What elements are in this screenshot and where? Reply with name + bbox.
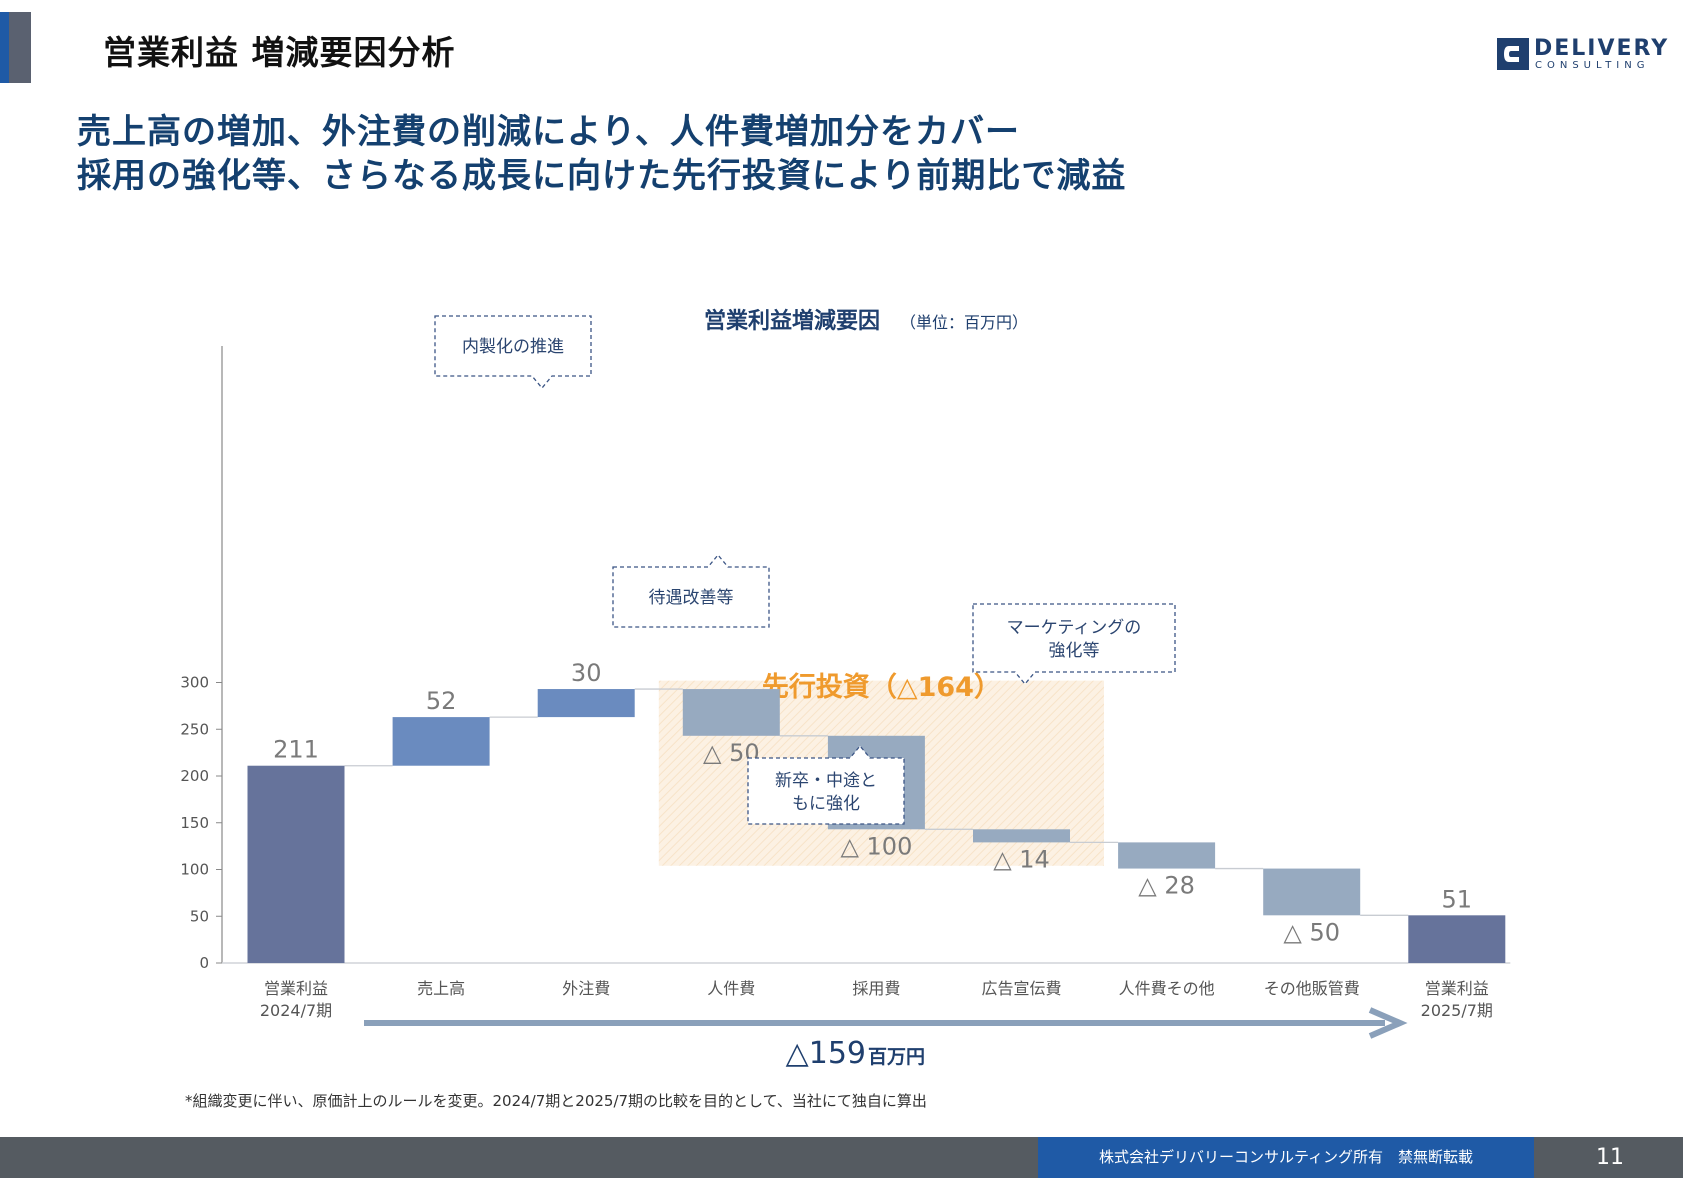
waterfall-chart: 先行投資（△164） 0 50 100 150 200 250 300 211 52 30 △ 5… (180, 308, 1511, 1071)
logo-subwordmark: CONSULTING (1535, 60, 1650, 71)
bar-value-label: △ 14 (993, 845, 1050, 873)
summary-arrow-head-icon (1368, 1007, 1408, 1039)
slide-title: 営業利益 増減要因分析 (103, 33, 456, 72)
summary-value: △159 (786, 1036, 866, 1071)
callout-text: 新卒・中途と (775, 771, 877, 791)
y-tick-label: 200 (180, 767, 209, 785)
footnote: *組織変更に伴い、原価計上のルールを変更。2024/7期と2025/7期の比較を… (185, 1092, 927, 1110)
callout-text: マーケティングの (1007, 618, 1142, 638)
headline: 売上高の増加、外注費の削減により、人件費増加分をカバー 採用の強化等、さらなる成… (77, 110, 1126, 198)
category-label: 2025/7期 (1421, 1001, 1493, 1020)
callout-box (972, 603, 1176, 686)
category-label: 2024/7期 (260, 1001, 332, 1020)
bar-total (1408, 915, 1506, 963)
category-label: その他販管費 (1264, 979, 1360, 998)
bar-value-label: 52 (426, 687, 457, 715)
category-label: 採用費 (852, 979, 900, 998)
bar-value-label: 51 (1442, 885, 1473, 913)
callout-text: もに強化 (792, 794, 860, 814)
bar-value-label: 30 (571, 659, 602, 687)
y-tick-label: 250 (180, 720, 209, 738)
callout-text: 強化等 (1049, 641, 1100, 661)
bar-total (247, 765, 345, 963)
callout-text: 内製化の推進 (462, 337, 564, 357)
bar-value-label: △ 50 (1283, 918, 1340, 946)
category-label: 人件費 (707, 979, 755, 998)
bar-decrease (1263, 868, 1361, 916)
bar-value-label: △ 100 (840, 832, 912, 860)
category-label: 広告宣伝費 (981, 979, 1061, 998)
y-tick-label: 0 (199, 954, 209, 972)
callout-box (612, 553, 770, 628)
category-label: 外注費 (562, 979, 610, 998)
bar-increase (537, 689, 635, 718)
summary-unit: 百万円 (868, 1046, 925, 1068)
callout-text: 待遇改善等 (649, 588, 734, 608)
logo-mark-icon (1497, 38, 1529, 70)
y-tick-label: 300 (180, 674, 209, 692)
callout-box (434, 315, 592, 390)
bar-decrease (682, 689, 780, 736)
copyright-notice: 株式会社デリバリーコンサルティング所有 禁無断転載 (1038, 1137, 1534, 1178)
bar-value-label: 211 (273, 736, 319, 764)
y-tick-label: 150 (180, 814, 209, 832)
callout-box (747, 744, 905, 825)
page-number: 11 (1596, 1145, 1624, 1170)
headline-line-2: 採用の強化等、さらなる成長に向けた先行投資により前期比で減益 (77, 156, 1127, 196)
category-label: 売上高 (417, 979, 465, 998)
headline-line-1: 売上高の増加、外注費の削減により、人件費増加分をカバー (77, 112, 1020, 152)
bar-increase (392, 717, 490, 766)
category-label: 営業利益 (1425, 979, 1489, 998)
y-tick-label: 100 (180, 861, 209, 879)
chart-unit-label: （単位：百万円） (900, 313, 1028, 332)
category-label: 営業利益 (264, 979, 328, 998)
chart-title: 営業利益増減要因 (704, 308, 880, 334)
y-tick-label: 50 (190, 907, 209, 925)
title-accent-bar (0, 12, 9, 83)
logo-wordmark: DELIVERY (1534, 36, 1670, 61)
title-accent-bar-gray (9, 12, 31, 83)
company-logo: DELIVERY CONSULTING (1497, 36, 1667, 72)
bar-decrease (973, 829, 1070, 843)
category-label: 人件費その他 (1119, 979, 1215, 998)
bar-decrease (1118, 842, 1216, 869)
advance-investment-label: 先行投資（△164） (762, 671, 1001, 703)
bar-value-label: △ 28 (1138, 872, 1195, 900)
